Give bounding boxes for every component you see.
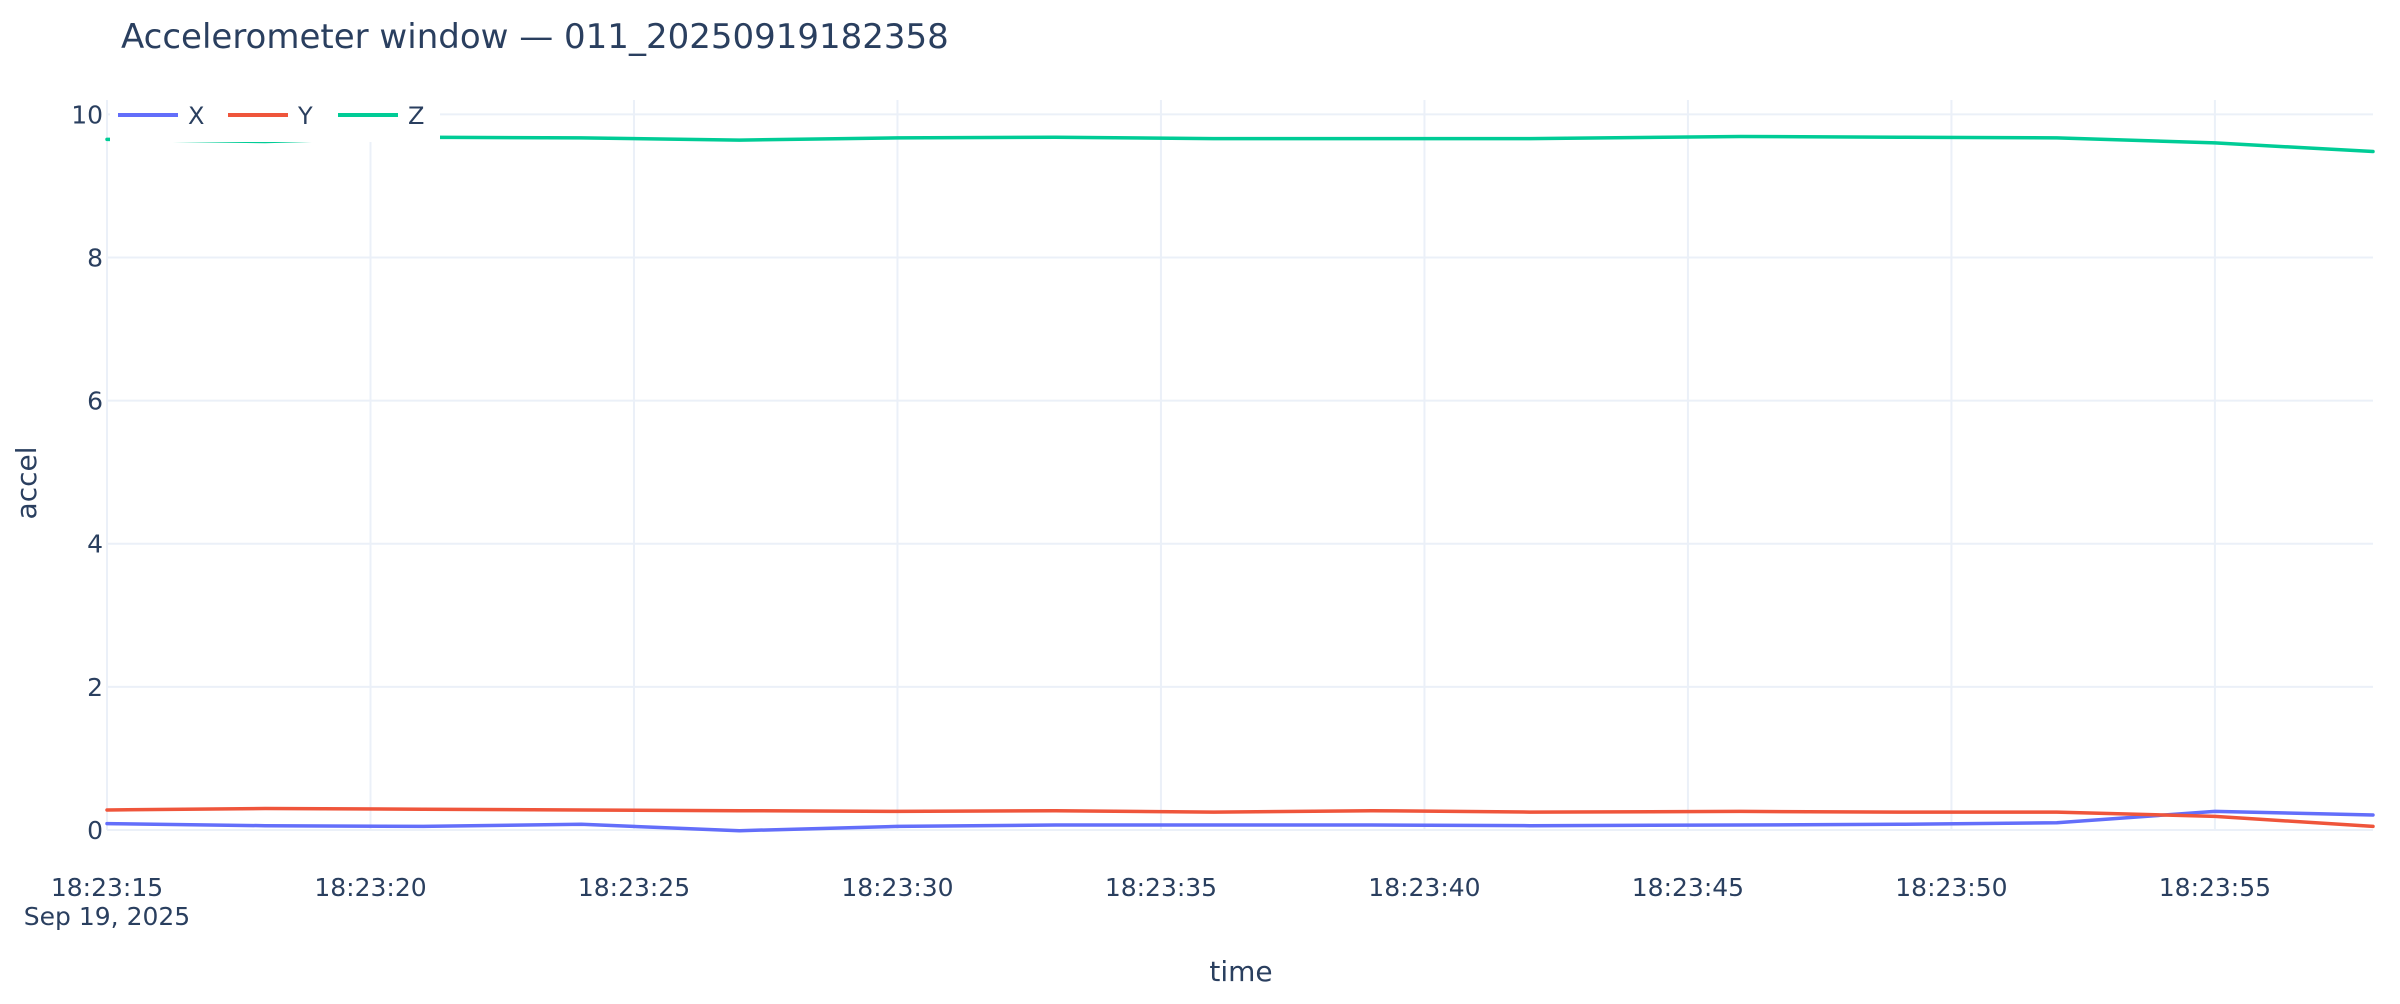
y-tick-label: 0	[87, 816, 103, 845]
x-date-label: Sep 19, 2025	[24, 902, 190, 931]
legend-label: X	[188, 102, 204, 130]
y-tick-label: 4	[87, 530, 103, 559]
x-tick-label: 18:23:15	[51, 873, 163, 902]
chart-title: Accelerometer window — 011_2025091918235…	[121, 17, 949, 57]
series-line-x	[105, 809, 2375, 833]
grid-layer	[106, 100, 2373, 831]
y-tick-label: 6	[87, 387, 103, 416]
legend-item-y[interactable]: Y	[228, 102, 313, 130]
series-line-z	[105, 134, 2375, 154]
x-tick-label: 18:23:25	[578, 873, 690, 902]
series-layer	[105, 134, 2375, 833]
legend-label: Y	[297, 102, 313, 130]
y-tick-label: 2	[87, 673, 103, 702]
x-tick-label: 18:23:40	[1368, 873, 1480, 902]
y-axis-title: accel	[10, 447, 43, 520]
y-tick-label: 8	[87, 243, 103, 272]
x-tick-label: 18:23:30	[841, 873, 953, 902]
x-tick-label: 18:23:55	[2159, 873, 2271, 902]
legend-label: Z	[408, 102, 424, 130]
series-line-y	[105, 806, 2375, 829]
legend-item-z[interactable]: Z	[338, 102, 424, 130]
x-tick-label: 18:23:35	[1105, 873, 1217, 902]
legend-background	[110, 96, 440, 142]
legend-item-x[interactable]: X	[118, 102, 204, 130]
legend[interactable]: X Y Z	[110, 96, 440, 142]
tick-layer: 0 2 4 6 8 10 18:23:15 18:23:20 18:23:25 18:23:30 1…	[51, 100, 2271, 902]
x-axis-title: time	[1209, 955, 1272, 988]
x-tick-label: 18:23:20	[314, 873, 426, 902]
x-tick-label: 18:23:50	[1895, 873, 2007, 902]
x-tick-label: 18:23:45	[1632, 873, 1744, 902]
y-tick-label: 10	[71, 100, 103, 129]
